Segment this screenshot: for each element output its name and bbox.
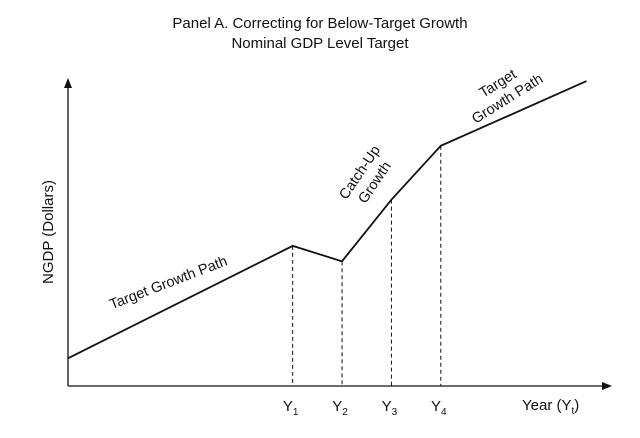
x-tick-labels: Y1 Y2 Y3 Y4 [283, 398, 447, 418]
x-tick-label-y4: Y4 [431, 398, 447, 418]
x-axis-arrow [602, 382, 612, 390]
x-axis-label: Year (Yt) [522, 397, 579, 417]
axis-labels: Year (Yt) NGDP (Dollars) [40, 180, 579, 417]
annotation-target-growth-path-left: Target Growth Path [107, 253, 229, 313]
x-tick-label-y3: Y3 [382, 398, 398, 418]
chart-subtitle: Nominal GDP Level Target [231, 35, 409, 52]
axes [64, 78, 612, 390]
x-tick-label-y1: Y1 [283, 398, 299, 418]
ngdp-series-line [67, 80, 587, 360]
drop-lines [292, 145, 442, 386]
y-axis-label: NGDP (Dollars) [40, 180, 57, 284]
x-tick-label-y2: Y2 [332, 398, 348, 418]
y-axis-arrow [64, 78, 72, 88]
chart-title: Panel A. Correcting for Below-Target Gro… [172, 15, 468, 32]
annotations: Target Growth PathCatch-UpGrowthTargetGr… [107, 56, 546, 314]
annotation-target-growth-path-right: TargetGrowth Path [460, 56, 546, 128]
series-group [67, 80, 587, 360]
